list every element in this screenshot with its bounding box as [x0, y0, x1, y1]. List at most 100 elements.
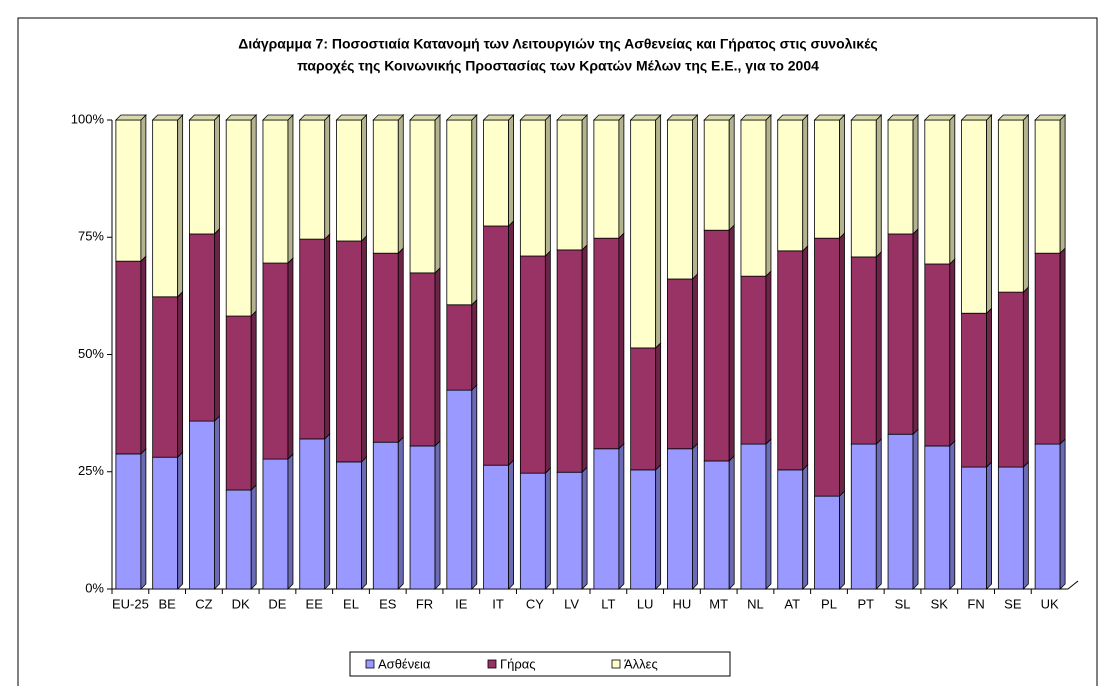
bar-side — [949, 258, 956, 447]
bar-top — [114, 114, 147, 121]
bar-segment — [777, 469, 804, 590]
x-tick-label: BE — [158, 596, 176, 611]
bar-side — [912, 114, 919, 235]
bar-side — [802, 463, 809, 590]
bar-side — [1059, 438, 1066, 590]
chart-title: Διάγραμμα 7: Ποσοστιαία Κατανομή των Λει… — [238, 36, 877, 52]
bar-segment — [777, 250, 804, 471]
bar-segment — [225, 315, 252, 491]
bar-segment — [372, 441, 399, 590]
bar-side — [692, 442, 698, 590]
bar-side — [214, 114, 220, 235]
bar-side — [875, 114, 882, 258]
bar-side — [581, 466, 588, 590]
x-tick-label: DE — [268, 596, 286, 611]
bar-segment — [630, 119, 657, 349]
bar-side — [434, 114, 441, 274]
bar-side — [839, 114, 845, 240]
bar-side — [544, 467, 551, 590]
bar-segment — [593, 237, 620, 450]
bar-side — [765, 114, 772, 278]
x-tick-label: LV — [564, 596, 579, 611]
x-tick-label: LU — [637, 596, 654, 611]
bar-side — [728, 224, 735, 462]
bar-segment — [336, 119, 362, 242]
x-tick-label: HU — [673, 596, 692, 611]
bar-side — [618, 114, 625, 240]
bar-segment — [519, 472, 546, 590]
y-tick-label: 75% — [78, 229, 104, 244]
x-tick-label: EU-25 — [112, 596, 149, 611]
x-tick-label: ES — [379, 596, 397, 611]
bar-side — [250, 484, 257, 590]
bar-segment — [777, 119, 804, 252]
x-tick-label: LT — [601, 596, 615, 611]
legend-label: Γήρας — [500, 656, 536, 671]
bar-segment — [483, 464, 509, 590]
bar-side — [618, 232, 625, 450]
bar-segment — [225, 119, 252, 317]
bar-side — [581, 243, 588, 474]
bar-segment — [1034, 252, 1061, 445]
y-tick-label: 50% — [78, 346, 104, 361]
bar-segment — [446, 389, 473, 590]
bar-segment — [483, 119, 509, 227]
bar-side — [544, 250, 551, 475]
legend-label: Άλλες — [624, 656, 658, 671]
bar-side — [471, 384, 478, 590]
bar-top — [703, 114, 736, 121]
bar-side — [986, 307, 992, 469]
bar-segment — [703, 229, 730, 462]
x-tick-label: CZ — [195, 596, 212, 611]
bar-segment — [262, 458, 289, 590]
bar-segment — [593, 448, 620, 590]
legend-swatch — [611, 659, 621, 669]
bar-side — [508, 114, 514, 227]
bar-side — [728, 454, 735, 590]
bar-segment — [483, 225, 509, 466]
bar-segment — [189, 420, 215, 590]
bar-segment — [152, 119, 179, 298]
bar-segment — [262, 262, 289, 460]
bar-top — [335, 114, 368, 121]
bar-side — [508, 459, 514, 590]
bar-side — [508, 220, 514, 467]
x-tick-label: FN — [967, 596, 984, 611]
bar-top — [666, 114, 699, 121]
bar-top — [887, 114, 920, 121]
legend-box — [349, 651, 731, 677]
bar-segment — [850, 443, 877, 590]
bar-side — [324, 432, 331, 590]
bar-segment — [850, 256, 877, 445]
bar-segment — [1034, 443, 1061, 590]
bar-segment — [556, 249, 583, 473]
bar-segment — [115, 260, 142, 455]
bar-segment — [740, 119, 767, 277]
bar-segment — [887, 433, 914, 590]
bar-segment — [115, 453, 142, 590]
bar-side — [839, 490, 845, 590]
bar-segment — [262, 119, 289, 264]
bar-top — [556, 114, 589, 121]
bar-segment — [667, 448, 693, 590]
x-tick-label: MT — [709, 596, 728, 611]
bar-segment — [997, 119, 1024, 293]
y-tick-label: 0% — [85, 580, 104, 595]
legend-label: Ασθένεια — [378, 656, 431, 671]
bar-segment — [740, 275, 767, 445]
bar-side — [728, 114, 735, 232]
x-tick-label: PL — [821, 596, 837, 611]
bar-side — [250, 114, 257, 318]
bar-side — [397, 247, 404, 444]
x-tick-label: SK — [931, 596, 949, 611]
bar-segment — [961, 466, 987, 590]
bar-segment — [814, 495, 840, 590]
bar-segment — [409, 445, 436, 590]
bar-segment — [593, 119, 620, 239]
bar-top — [482, 114, 515, 121]
bar-segment — [556, 471, 583, 590]
bar-top — [188, 114, 221, 121]
x-tick-label: EL — [343, 596, 359, 611]
bar-side — [544, 114, 551, 257]
